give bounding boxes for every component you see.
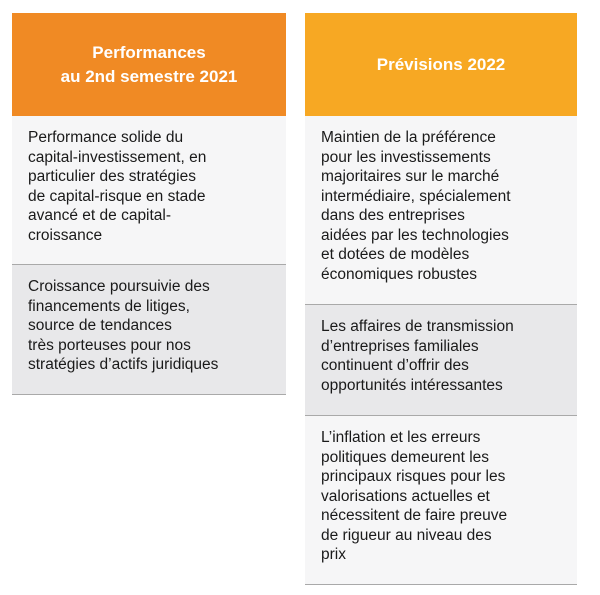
cell-line: Performance solide du: [28, 129, 184, 146]
forecast-header: Prévisions 2022: [305, 13, 577, 116]
cell-line: très porteuses pour nos: [28, 336, 191, 354]
cell-line: et dotées de modèles: [321, 246, 470, 263]
cell-line: prix: [321, 546, 346, 563]
forecast-cell: L’inflation et les erreurs politiques de…: [305, 416, 577, 585]
cell-line: Maintien de la préférence: [321, 129, 496, 146]
cell-line: pour les investissements: [321, 148, 491, 166]
cell-line: majoritaires sur le marché: [321, 168, 500, 185]
cell-line: intermédiaire, spécialement: [321, 187, 511, 205]
header-line: Prévisions 2022: [376, 54, 506, 74]
header-line: au 2nd semestre 2021: [60, 66, 238, 86]
cell-line: financements de litiges,: [28, 297, 190, 315]
performance-cell: Croissance poursuivie des financements d…: [12, 265, 286, 395]
cell-line: dans des entreprises: [321, 207, 465, 224]
header-line: Performances: [92, 42, 206, 62]
cell-line: principaux risques pour les: [321, 468, 506, 485]
cell-line: économiques robustes: [321, 265, 477, 283]
cell-line: particulier des stratégies: [28, 168, 196, 185]
cell-line: L’inflation et les erreurs: [321, 429, 481, 446]
cell-line: stratégies d’actifs juridiques: [28, 356, 219, 373]
performance-cell: Performance solide du capital-investisse…: [12, 116, 286, 265]
cell-line: source de tendances: [28, 317, 172, 334]
cell-line: d’entreprises familiales: [321, 337, 479, 355]
cell-line: aidées par les technologies: [321, 226, 509, 244]
performance-column: Performances au 2nd semestre 2021 Perfor…: [12, 13, 286, 395]
cell-line: croissance: [28, 226, 103, 244]
forecast-cell: Maintien de la préférence pour les inves…: [305, 116, 577, 305]
cell-line: avancé et de capital-: [28, 207, 172, 224]
performance-header: Performances au 2nd semestre 2021: [12, 13, 286, 116]
forecast-column: Prévisions 2022 Maintien de la préférenc…: [305, 13, 577, 585]
cell-line: nécessitent de faire preuve: [321, 507, 508, 524]
cell-line: capital-investissement, en: [28, 148, 207, 166]
cell-line: continuent d’offrir des: [321, 357, 469, 374]
forecast-cell: Les affaires de transmission d’entrepris…: [305, 305, 577, 416]
cell-line: valorisations actuelles et: [321, 487, 490, 505]
cell-line: de rigueur au niveau des: [321, 526, 492, 544]
cell-line: de capital-risque en stade: [28, 187, 206, 205]
cell-line: politiques demeurent les: [321, 448, 490, 466]
cell-line: Croissance poursuivie des: [28, 278, 210, 295]
cell-line: Les affaires de transmission: [321, 318, 514, 335]
cell-line: opportunités intéressantes: [321, 376, 503, 394]
